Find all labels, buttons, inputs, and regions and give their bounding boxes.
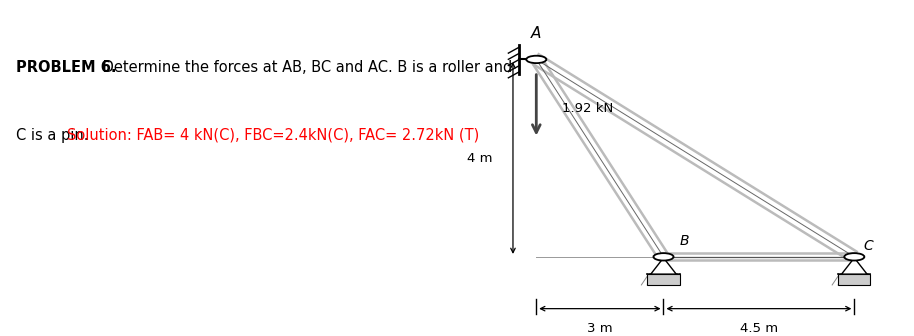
Polygon shape (651, 258, 676, 274)
Circle shape (526, 56, 547, 63)
Text: C is a pin.: C is a pin. (16, 128, 93, 143)
Text: A: A (531, 26, 541, 41)
Text: 4.5 m: 4.5 m (739, 322, 778, 335)
Text: 3 m: 3 m (587, 322, 612, 335)
Text: PROBLEM 6.: PROBLEM 6. (16, 60, 117, 76)
Circle shape (654, 253, 674, 260)
Text: 4 m: 4 m (467, 152, 493, 165)
Text: Solution: FAB= 4 kN(C), FBC=2.4kN(C), FAC= 2.72kN (T): Solution: FAB= 4 kN(C), FBC=2.4kN(C), FA… (67, 128, 479, 143)
Polygon shape (842, 258, 867, 274)
Text: Determine the forces at AB, BC and AC. B is a roller and: Determine the forces at AB, BC and AC. B… (98, 60, 512, 76)
FancyBboxPatch shape (838, 274, 870, 285)
FancyBboxPatch shape (647, 274, 680, 285)
Text: B: B (680, 235, 689, 248)
Text: C: C (864, 240, 873, 253)
Text: 1.92 kN: 1.92 kN (562, 102, 613, 115)
Circle shape (845, 253, 865, 260)
